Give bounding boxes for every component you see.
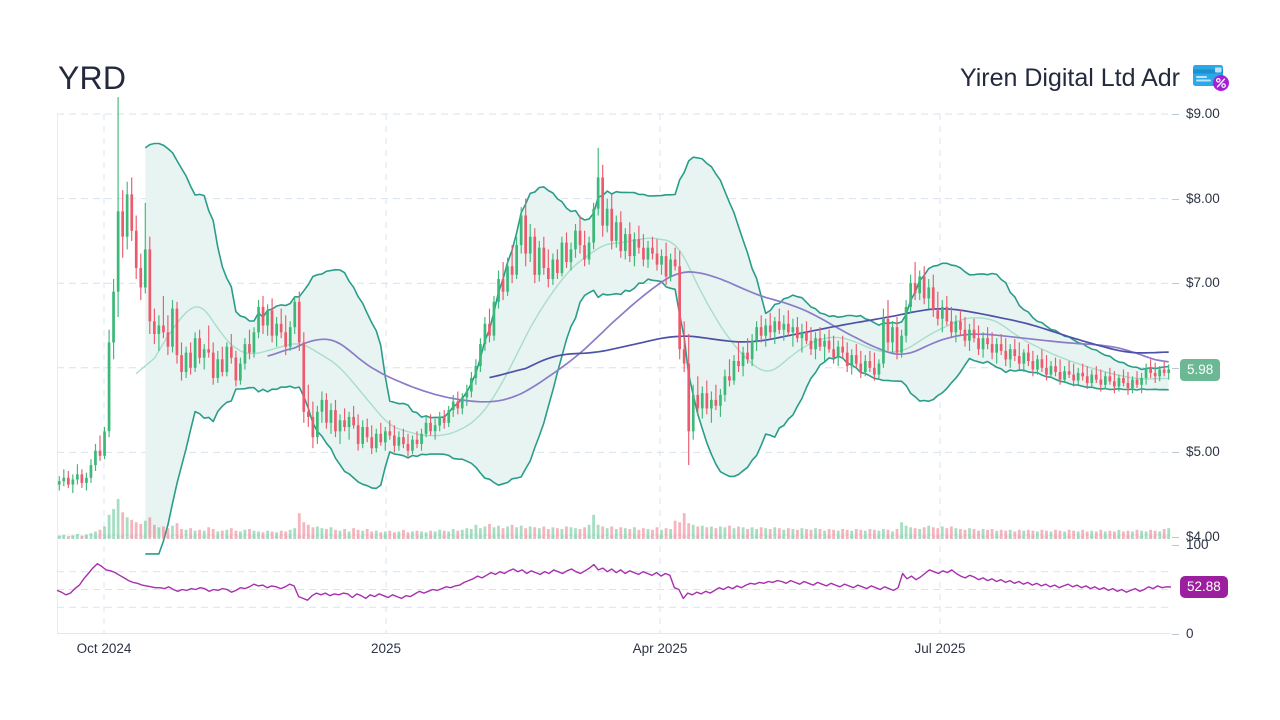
rsi-axis-tick [1172, 634, 1179, 635]
rsi-axis-tick [1172, 545, 1179, 546]
ticker-symbol: YRD [58, 60, 127, 96]
price-axis-tick-label: $9.00 [1186, 106, 1220, 121]
price-axis-tick [1172, 198, 1179, 200]
y-axis-line [57, 114, 58, 634]
time-axis-tick-label: Apr 2025 [632, 641, 688, 656]
price-axis-tick-label: $7.00 [1186, 275, 1220, 291]
price-axis-tick [1172, 114, 1179, 115]
price-axis-tick [1172, 537, 1179, 538]
time-axis-tick-label: Jul 2025 [914, 641, 966, 656]
time-axis-tick-label: Oct 2024 [76, 641, 132, 656]
rsi-axis-tick-label: 100 [1186, 537, 1209, 552]
price-axis-tick-label: $5.00 [1186, 444, 1220, 460]
credit-card-percent-icon [1193, 65, 1229, 91]
price-axis-tick [1172, 452, 1179, 454]
x-axis-line [57, 633, 1171, 634]
price-axis-tick [1172, 367, 1179, 369]
chart-plot-area [56, 97, 1172, 634]
company-name: Yiren Digital Ltd Adr [959, 64, 1180, 92]
time-axis-tick-label: 2025 [370, 641, 402, 656]
chart-header: YRD Yiren Digital Ltd Adr [0, 55, 1280, 111]
price-axis-tick [1172, 283, 1179, 285]
chart-canvas [56, 97, 1172, 634]
rsi-axis-tick-label: 0 [1186, 626, 1194, 641]
rsi-value-badge: 52.88 [1180, 575, 1228, 598]
price-axis-tick-label: $4.00 [1186, 529, 1220, 544]
price-axis-tick-label: $8.00 [1186, 190, 1220, 206]
last-price-badge: 5.98 [1180, 359, 1221, 382]
